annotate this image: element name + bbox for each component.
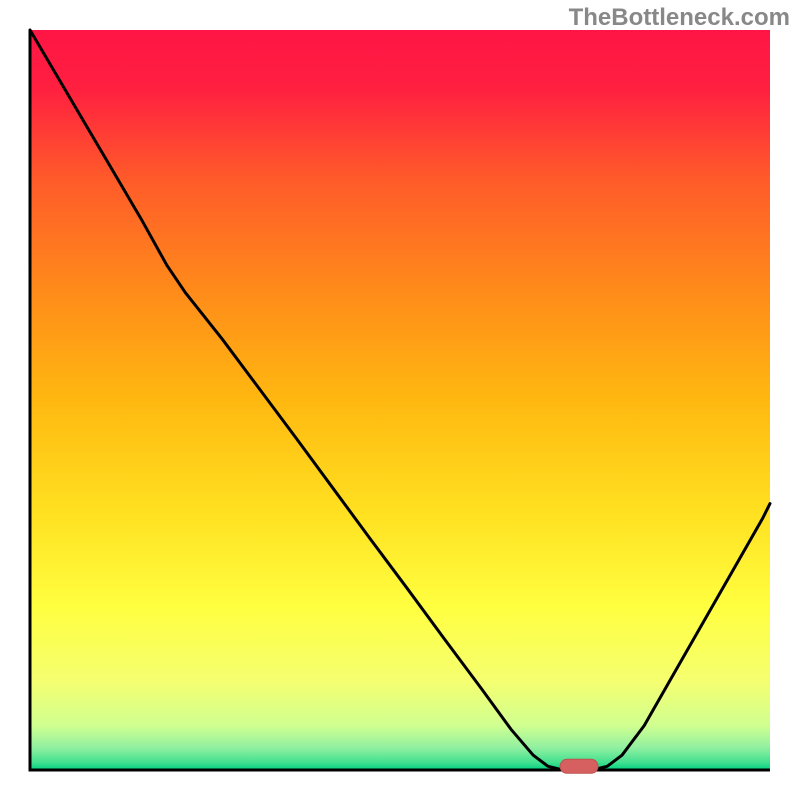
watermark-text: TheBottleneck.com	[569, 4, 790, 32]
chart-svg	[0, 0, 800, 800]
chart-container	[0, 0, 800, 800]
optimal-marker	[560, 759, 598, 773]
chart-background	[30, 30, 770, 770]
